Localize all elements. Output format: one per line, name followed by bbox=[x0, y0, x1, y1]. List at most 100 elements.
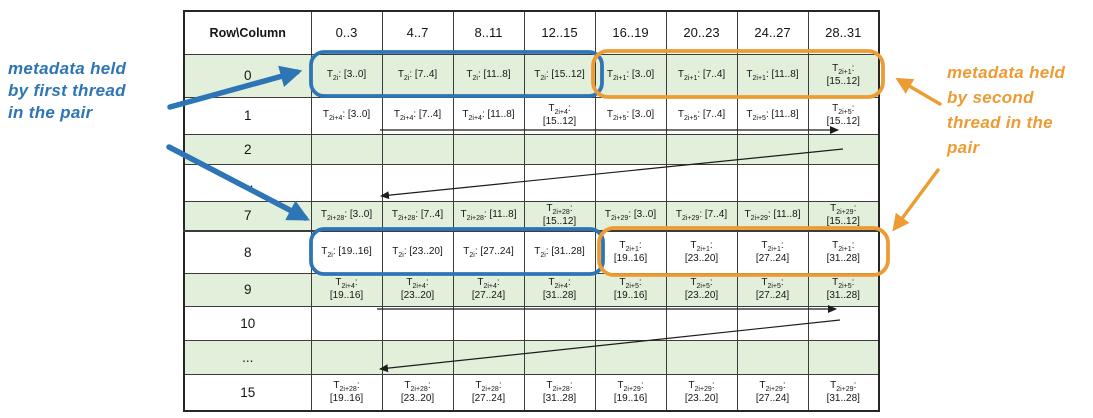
cell-range: : [7..4] bbox=[697, 109, 726, 120]
table-cell bbox=[452, 339, 525, 375]
table-cell: T2i+1: [3..0] bbox=[594, 53, 667, 98]
cell-range: : [3..0] bbox=[342, 109, 371, 120]
cell-range: : [7..4] bbox=[699, 209, 728, 221]
thread-symbol: T bbox=[475, 379, 482, 391]
cell-range: : [15..12] bbox=[542, 203, 577, 227]
annotation-second-thread-line: metadata held bbox=[947, 63, 1066, 82]
table-row: 0 T2i: [3..0] T2i: [7..4] T2i: [11..8] T2i: … bbox=[183, 53, 880, 98]
thread-subscript: 2i+28 bbox=[466, 215, 484, 223]
table-cell bbox=[736, 133, 809, 165]
cell-range: : [19..16] bbox=[329, 276, 364, 301]
thread-symbol: T bbox=[677, 109, 684, 120]
table-cell: T2i+28: [3..0] bbox=[310, 200, 383, 232]
thread-subscript: 2i+1 bbox=[838, 68, 852, 76]
table-cell: T2i+5: [11..8] bbox=[736, 96, 809, 135]
table-cell: T2i+1: [15..12] bbox=[807, 53, 880, 98]
table-cell: T2i: [15..12] bbox=[523, 53, 596, 98]
cell-range: : [3..0] bbox=[628, 209, 657, 221]
thread-symbol: T bbox=[746, 109, 753, 120]
table-cell: T2i: [31..28] bbox=[523, 230, 596, 274]
cell-range: : [31..28] bbox=[826, 276, 860, 301]
annotation-first-thread: metadata held by first thread in the pai… bbox=[8, 58, 126, 124]
row-label: 7 bbox=[183, 200, 312, 232]
cell-range: : [23..20] bbox=[403, 245, 443, 257]
thread-symbol: T bbox=[546, 203, 553, 214]
thread-symbol: T bbox=[606, 109, 613, 120]
table-cell: T2i: [19..16] bbox=[310, 230, 383, 274]
table-cell: T2i+5: [7..4] bbox=[665, 96, 738, 135]
thread-subscript: 2i+29 bbox=[836, 385, 854, 393]
table-cell: T2i+1: [19..16] bbox=[594, 230, 667, 274]
table-cell bbox=[381, 305, 454, 341]
thread-subscript: 2i+29 bbox=[623, 385, 641, 393]
table-cell: T2i+4: [11..8] bbox=[452, 96, 525, 135]
table-cell: T2i+29: [23..20] bbox=[665, 373, 738, 412]
thread-symbol: T bbox=[477, 276, 484, 288]
cell-range: : [7..4] bbox=[415, 209, 444, 221]
thread-subscript: 2i+5 bbox=[625, 282, 639, 290]
table-cell bbox=[594, 305, 667, 341]
cell-range: : [31..28] bbox=[545, 245, 585, 257]
thread-subscript: 2i+5 bbox=[838, 282, 852, 290]
thread-subscript: 2i+4 bbox=[468, 115, 482, 122]
thread-subscript: 2i+5 bbox=[838, 108, 852, 116]
thread-subscript: 2i+4 bbox=[341, 282, 355, 290]
table-cell: T2i+5: [19..16] bbox=[594, 272, 667, 307]
thread-symbol: T bbox=[759, 379, 766, 391]
table-cell: T2i+29: [3..0] bbox=[594, 200, 667, 232]
column-header: 8..11 bbox=[452, 10, 525, 55]
cell-range: : [7..4] bbox=[413, 109, 442, 120]
table-row: 1 T2i+4: [3..0] T2i+4: [7..4] T2i+4: [11..8… bbox=[183, 96, 880, 135]
cell-range: : [19..16] bbox=[613, 276, 648, 301]
thread-symbol: T bbox=[675, 209, 682, 221]
table-cell: T2i+29: [19..16] bbox=[594, 373, 667, 412]
table-cell: T2i+28: [23..20] bbox=[381, 373, 454, 412]
thread-subscript: 2i+4 bbox=[412, 282, 426, 290]
thread-symbol: T bbox=[460, 209, 467, 221]
thread-symbol: T bbox=[744, 209, 751, 221]
cell-range: : [27..24] bbox=[471, 379, 506, 404]
table-cell: T2i+5: [15..12] bbox=[807, 96, 880, 135]
thread-subscript: 2i+1 bbox=[767, 245, 781, 253]
cell-range: : [7..4] bbox=[697, 69, 726, 80]
table-cell: T2i+4: [23..20] bbox=[381, 272, 454, 307]
annotation-second-thread-line: thread in the bbox=[947, 113, 1053, 132]
table-cell: T2i+28: [27..24] bbox=[452, 373, 525, 412]
thread-symbol: T bbox=[322, 109, 329, 120]
thread-subscript: 2i+4 bbox=[554, 282, 568, 290]
thread-subscript: 2i+5 bbox=[696, 282, 710, 290]
thread-symbol: T bbox=[830, 379, 837, 391]
thread-subscript: 2i+28 bbox=[481, 385, 499, 393]
table-cell bbox=[381, 339, 454, 375]
thread-subscript: 2i+1 bbox=[752, 75, 766, 82]
table-cell: T2i+5: [3..0] bbox=[594, 96, 667, 135]
table-cell: T2i+1: [31..28] bbox=[807, 230, 880, 274]
table-cell bbox=[310, 163, 383, 202]
second-thread-arrow-bottom bbox=[892, 168, 940, 232]
table-cell: T2i+5: [23..20] bbox=[665, 272, 738, 307]
cell-range: : [15..12] bbox=[826, 102, 860, 127]
table-cell bbox=[452, 305, 525, 341]
thread-symbol: T bbox=[548, 276, 555, 288]
table-cell: T2i+29: [7..4] bbox=[665, 200, 738, 232]
table-cell bbox=[452, 133, 525, 165]
thread-subscript: 2i+28 bbox=[339, 385, 357, 393]
table-cell bbox=[736, 339, 809, 375]
cell-range: : [23..20] bbox=[400, 379, 435, 404]
table-cell: T2i+28: [11..8] bbox=[452, 200, 525, 232]
table-cell bbox=[523, 339, 596, 375]
cell-range: : [15..12] bbox=[826, 203, 860, 227]
table-row: 7 T2i+28: [3..0] T2i+28: [7..4] T2i+28: [11… bbox=[183, 200, 880, 232]
thread-symbol: T bbox=[832, 276, 839, 288]
thread-symbol: T bbox=[393, 109, 400, 120]
table-cell: T2i+5: [31..28] bbox=[807, 272, 880, 307]
table-cell: T2i+28: [15..12] bbox=[523, 200, 596, 232]
table-cell: T2i+4: [7..4] bbox=[381, 96, 454, 135]
thread-symbol: T bbox=[548, 102, 555, 114]
table-cell bbox=[665, 305, 738, 341]
column-header: 28..31 bbox=[807, 10, 880, 55]
cell-range: : [3..0] bbox=[344, 209, 373, 221]
cell-range: : [15..12] bbox=[542, 102, 577, 127]
row-label: ... bbox=[183, 339, 312, 375]
cell-range: : [27..24] bbox=[755, 276, 790, 301]
